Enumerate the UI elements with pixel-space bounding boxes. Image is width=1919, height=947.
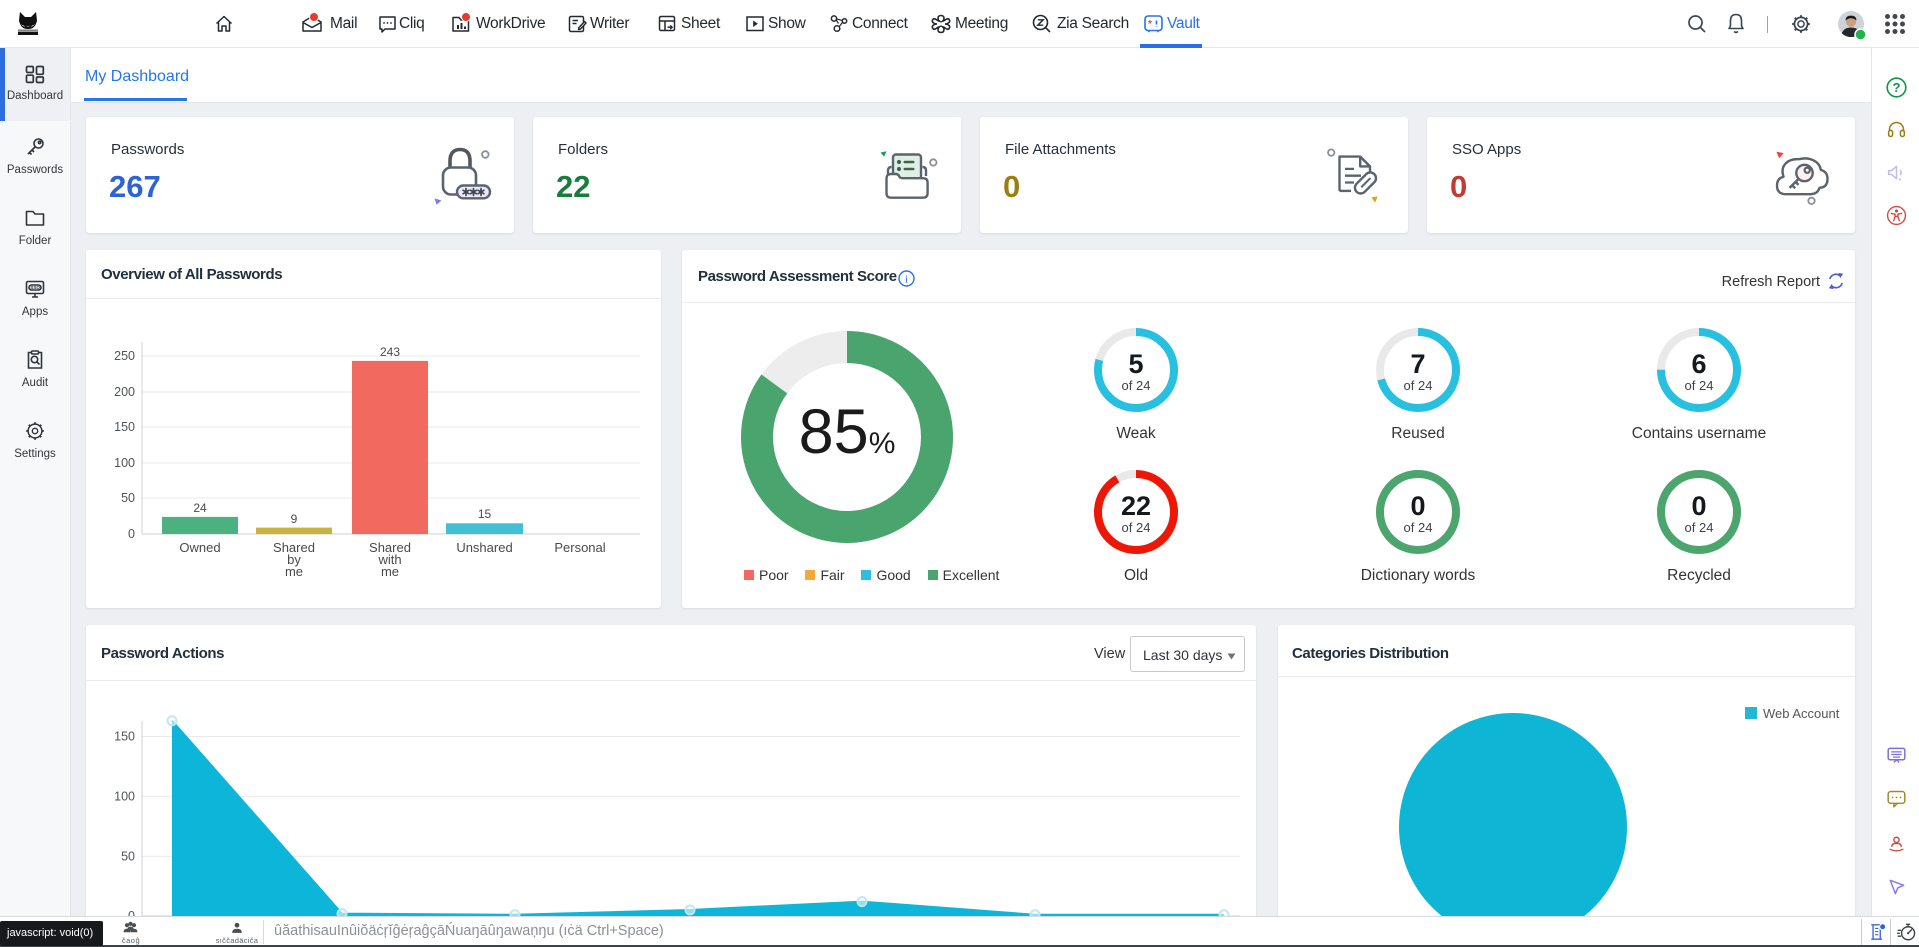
svg-text:me: me	[285, 564, 303, 579]
svg-text:50: 50	[121, 849, 135, 863]
svg-text:?: ?	[1893, 80, 1901, 95]
svg-text:SSO: SSO	[30, 285, 40, 290]
svg-text:24: 24	[193, 501, 207, 515]
svg-text:0: 0	[128, 527, 135, 541]
svg-text:150: 150	[114, 420, 135, 434]
svg-text:me: me	[381, 564, 399, 579]
svg-text:243: 243	[380, 345, 400, 359]
svg-text:200: 200	[114, 385, 135, 399]
svg-text:100: 100	[114, 789, 135, 803]
svg-text:Personal: Personal	[554, 540, 605, 555]
svg-text:150: 150	[114, 730, 135, 744]
svg-text:Owned: Owned	[179, 540, 220, 555]
svg-text:250: 250	[114, 349, 135, 363]
svg-text:50: 50	[121, 491, 135, 505]
svg-text:Unshared: Unshared	[456, 540, 512, 555]
svg-text:9: 9	[291, 512, 298, 526]
svg-text:*: *	[1148, 19, 1152, 30]
svg-text:i: i	[905, 274, 908, 286]
svg-text:by: by	[287, 552, 301, 567]
svg-text:Shared: Shared	[369, 540, 411, 555]
svg-text:Shared: Shared	[273, 540, 315, 555]
svg-text:15: 15	[478, 507, 492, 521]
svg-text:100: 100	[114, 456, 135, 470]
svg-text:with: with	[377, 552, 401, 567]
